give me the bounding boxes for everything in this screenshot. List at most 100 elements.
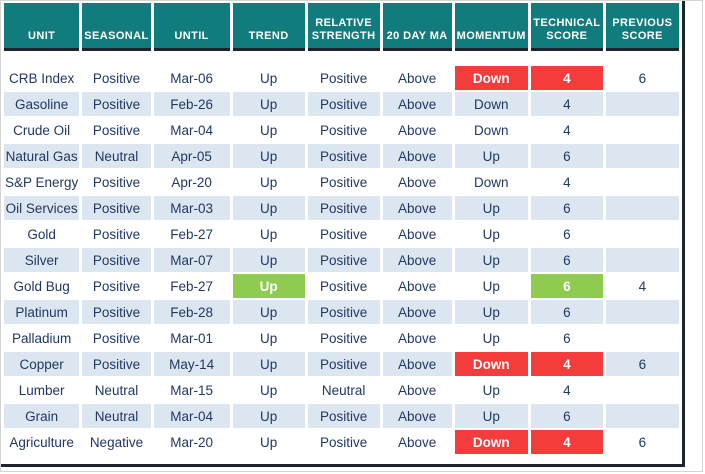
cell-trend: Up — [259, 122, 278, 138]
table-row: CRB Index Positive Mar-06 Up Positive Above Do… — [4, 66, 679, 90]
cell-relative-strength: Positive — [307, 92, 380, 116]
cell-momentum: Up — [454, 144, 528, 168]
column-header-unit: UNIT — [4, 3, 80, 51]
cell-unit: Lumber — [18, 382, 65, 398]
cell-20-day-ma: Above — [397, 330, 437, 346]
cell-trend: Up — [259, 70, 278, 86]
cell-unit: Palladium — [12, 330, 72, 346]
cell-technical-score: 6 — [530, 144, 603, 168]
cell-momentum: Down — [454, 66, 528, 90]
cell-seasonal: Positive — [92, 122, 141, 138]
cell-until: Mar-01 — [170, 330, 213, 346]
cell-momentum: Down — [454, 430, 528, 454]
cell-20-day-ma: Above — [382, 248, 452, 272]
cell-previous-score: 4 — [638, 278, 647, 294]
cell-unit: CRB Index — [9, 70, 75, 86]
cell-trend: Up — [259, 434, 278, 450]
cell-20-day-ma: Above — [382, 196, 452, 220]
cell-technical-score: 6 — [530, 248, 603, 272]
cell-relative-strength: Positive — [307, 144, 380, 168]
cell-technical-score: 4 — [563, 122, 571, 138]
cell-momentum: Up — [482, 278, 500, 294]
cell-relative-strength: Positive — [307, 248, 380, 272]
cell-technical-score: 4 — [530, 352, 603, 376]
cell-technical-score: 4 — [530, 92, 603, 116]
table-row: Silver Positive Mar-07 Up Positive Above Up 6 — [4, 248, 679, 272]
cell-20-day-ma: Above — [397, 226, 437, 242]
cell-unit: Platinum — [4, 300, 80, 324]
column-header-20-day-ma: 20 DAY MA — [382, 3, 452, 51]
cell-trend: Up — [259, 382, 278, 398]
cell-until: Mar-20 — [170, 434, 213, 450]
cell-technical-score: 6 — [563, 226, 571, 242]
cell-until: Mar-07 — [153, 248, 230, 272]
table-row: Lumber Neutral Mar-15 Up Neutral Above Up 4 — [4, 378, 679, 402]
column-header-trend: TREND — [232, 3, 305, 51]
cell-technical-score: 4 — [530, 66, 603, 90]
cell-until: Apr-20 — [171, 174, 212, 190]
cell-relative-strength: Positive — [319, 434, 368, 450]
cell-previous-score — [606, 222, 679, 246]
cell-relative-strength: Positive — [307, 352, 380, 376]
cell-relative-strength: Positive — [319, 122, 368, 138]
cell-technical-score: 6 — [530, 300, 603, 324]
table-row: Gasoline Positive Feb-26 Up Positive Above Dow… — [4, 92, 679, 116]
cell-unit: Gold — [27, 226, 56, 242]
table-row: Oil Services Positive Mar-03 Up Positive Abov… — [4, 196, 679, 220]
cell-previous-score: 6 — [605, 352, 679, 376]
cell-trend: Up — [232, 144, 305, 168]
cell-20-day-ma: Above — [397, 278, 437, 294]
cell-technical-score: 6 — [563, 330, 571, 346]
table-row: Gold Bug Positive Feb-27 Up Positive Above Up 6… — [4, 274, 679, 298]
cell-unit: S&P Energy — [5, 174, 79, 190]
cell-momentum: Up — [454, 248, 528, 272]
table-row: Agriculture Negative Mar-20 Up Positive Above… — [4, 430, 679, 454]
cell-previous-score: 6 — [638, 434, 647, 450]
cell-relative-strength: Neutral — [321, 382, 366, 398]
cell-trend: Up — [259, 330, 278, 346]
cell-previous-score — [606, 118, 679, 142]
cell-relative-strength: Positive — [307, 300, 380, 324]
cell-momentum: Down — [454, 92, 528, 116]
table-row: Copper Positive May-14 Up Positive Above Down 4… — [4, 352, 679, 376]
table-row: S&P Energy Positive Apr-20 Up Positive Above D… — [4, 170, 679, 194]
cell-previous-score — [605, 248, 679, 272]
cell-unit: Gasoline — [4, 92, 80, 116]
cell-seasonal: Positive — [92, 70, 141, 86]
cell-20-day-ma: Above — [382, 352, 452, 376]
table-row: Natural Gas Neutral Apr-05 Up Positive Above U… — [4, 144, 679, 168]
table-row: Crude Oil Positive Mar-04 Up Positive Above Do… — [4, 118, 679, 142]
column-header-until: UNTIL — [153, 3, 230, 51]
cell-previous-score — [605, 404, 679, 428]
cell-momentum: Up — [482, 226, 500, 242]
cell-20-day-ma: Above — [397, 382, 437, 398]
cell-previous-score: 6 — [638, 70, 647, 86]
cell-momentum: Down — [454, 352, 528, 376]
cell-momentum: Up — [482, 382, 500, 398]
cell-until: Mar-04 — [170, 122, 213, 138]
cell-technical-score: 4 — [530, 430, 603, 454]
cell-previous-score — [605, 144, 679, 168]
cell-momentum: Up — [454, 404, 528, 428]
cell-technical-score: 6 — [530, 274, 603, 298]
cell-seasonal: Neutral — [82, 144, 151, 168]
cell-20-day-ma: Above — [382, 300, 452, 324]
top-spacer-row — [4, 53, 679, 64]
cell-seasonal: Positive — [92, 174, 141, 190]
cell-seasonal: Positive — [92, 226, 141, 242]
cell-seasonal: Neutral — [82, 404, 151, 428]
cell-trend: Up — [232, 300, 305, 324]
cell-20-day-ma: Above — [397, 122, 437, 138]
cell-20-day-ma: Above — [382, 404, 452, 428]
table-border-wrap: UNIT SEASONAL UNTIL TREND RELATIVE STRENGTH 2… — [1, 1, 685, 467]
cell-momentum: Down — [473, 174, 509, 190]
cell-previous-score — [605, 300, 679, 324]
spacer-cell — [4, 53, 679, 64]
cell-trend: Up — [259, 226, 278, 242]
cell-relative-strength: Positive — [319, 330, 368, 346]
cell-until: Feb-27 — [170, 226, 214, 242]
cell-previous-score — [605, 92, 679, 116]
cell-until: Mar-15 — [170, 382, 213, 398]
cell-unit: Agriculture — [9, 434, 74, 450]
